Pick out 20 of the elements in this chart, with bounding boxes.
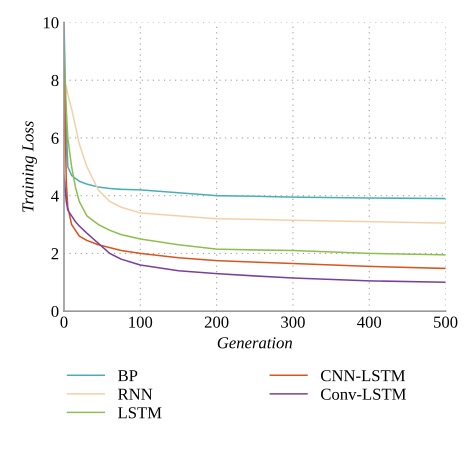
legend-label: RNN [118,388,152,400]
line-series [66,85,446,224]
y-tick-label: 8 [51,74,58,86]
x-tick-label: 400 [357,316,382,328]
x-tick-label: 300 [281,316,305,328]
x-tick-label: 500 [434,316,458,328]
x-axis-title: Generation [218,337,292,348]
y-tick-label: 6 [52,132,59,144]
legend-label: CNN-LSTM [321,370,406,382]
legend-label: BP [118,370,138,382]
legend-label: Conv-LSTM [321,388,406,400]
x-tick-label: 0 [60,316,68,328]
legend-label: LSTM [118,407,162,418]
y-tick-label: 10 [44,17,58,28]
x-tick-label: 100 [129,316,152,328]
y-tick-label: 0 [51,306,58,318]
y-tick-label: 4 [51,190,59,202]
y-axis-title: Training Loss [22,121,37,212]
x-tick-label: 200 [204,316,228,328]
y-tick-label: 2 [52,248,58,260]
